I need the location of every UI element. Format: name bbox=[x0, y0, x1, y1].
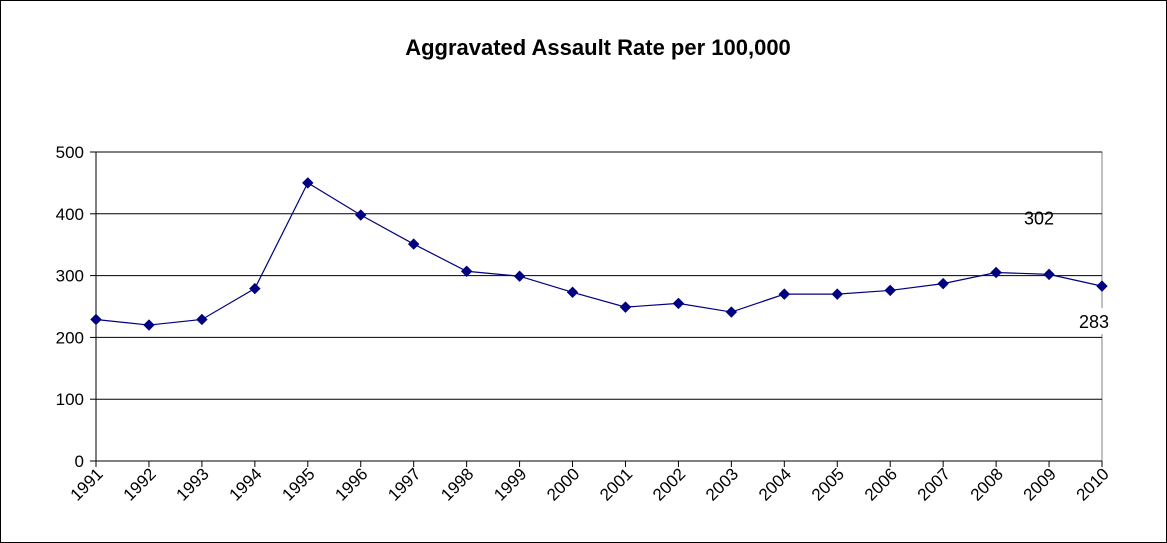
plot-area bbox=[95, 151, 1103, 462]
data-point-2002 bbox=[672, 297, 685, 310]
data-point-1993 bbox=[196, 313, 208, 326]
data-point-1999 bbox=[513, 270, 526, 282]
data-point-1998 bbox=[460, 265, 473, 277]
data-point-1992 bbox=[143, 319, 155, 331]
y-tick-label-100: 100 bbox=[56, 390, 84, 409]
y-axis-tick-labels: 0 100 200 300 400 500 bbox=[56, 143, 84, 471]
y-tick-label-400: 400 bbox=[56, 205, 84, 224]
x-tick-label-2009: 2009 bbox=[1020, 464, 1060, 504]
x-tick-label-2008: 2008 bbox=[967, 464, 1007, 504]
y-tick-label-0: 0 bbox=[75, 452, 84, 471]
data-label-2009: 302 bbox=[1024, 208, 1054, 228]
y-tick-label-300: 300 bbox=[56, 267, 84, 286]
x-tick-label-1994: 1994 bbox=[225, 464, 265, 504]
data-label-bg-2010 bbox=[1074, 308, 1114, 335]
x-tick-label-2005: 2005 bbox=[808, 464, 848, 504]
data-point-2005 bbox=[831, 288, 843, 300]
data-point-2003 bbox=[725, 306, 738, 318]
data-point-2004 bbox=[778, 288, 791, 300]
x-axis-tick-labels: 1991 1992 1993 1994 1995 1996 1997 1998 1999 2000… bbox=[67, 464, 1113, 504]
data-point-1996 bbox=[355, 209, 367, 221]
x-tick-label-2010: 2010 bbox=[1073, 464, 1113, 504]
data-point-1994 bbox=[249, 282, 261, 295]
data-point-2006 bbox=[884, 284, 896, 297]
x-tick-label-1998: 1998 bbox=[437, 464, 477, 504]
x-tick-label-2004: 2004 bbox=[755, 464, 795, 504]
x-tick-label-1996: 1996 bbox=[331, 464, 371, 504]
y-tick-label-500: 500 bbox=[56, 143, 84, 162]
data-point-1991 bbox=[90, 313, 102, 326]
x-tick-label-2000: 2000 bbox=[543, 464, 583, 504]
data-label-2010: 283 bbox=[1079, 312, 1109, 332]
x-tick-label-2001: 2001 bbox=[596, 464, 636, 504]
data-point-2007 bbox=[937, 277, 949, 290]
x-tick-label-1993: 1993 bbox=[173, 464, 213, 504]
x-tick-label-2007: 2007 bbox=[914, 464, 954, 504]
x-tick-label-1997: 1997 bbox=[384, 464, 424, 504]
data-point-2008 bbox=[990, 266, 1002, 279]
series-layer bbox=[90, 177, 1108, 331]
data-point-1997 bbox=[407, 238, 420, 250]
x-tick-label-1992: 1992 bbox=[120, 464, 160, 504]
series-line-0 bbox=[95, 182, 1103, 326]
x-tick-label-2006: 2006 bbox=[861, 464, 901, 504]
x-tick-label-1991: 1991 bbox=[67, 464, 107, 504]
x-tick-label-2003: 2003 bbox=[702, 464, 742, 504]
data-point-2001 bbox=[619, 301, 632, 313]
gridlines bbox=[96, 151, 1102, 400]
data-point-2009 bbox=[1043, 268, 1055, 281]
chart-title: Aggravated Assault Rate per 100,000 bbox=[405, 35, 791, 60]
y-tick-label-200: 200 bbox=[56, 328, 84, 347]
data-labels: 302 283 bbox=[1024, 208, 1114, 335]
data-point-2010 bbox=[1096, 280, 1108, 292]
data-point-2000 bbox=[566, 286, 579, 298]
x-tick-label-1995: 1995 bbox=[278, 464, 318, 504]
x-tick-label-2002: 2002 bbox=[649, 464, 689, 504]
x-tick-label-1999: 1999 bbox=[490, 464, 530, 504]
data-point-1995 bbox=[302, 177, 314, 189]
axes bbox=[90, 151, 1103, 467]
